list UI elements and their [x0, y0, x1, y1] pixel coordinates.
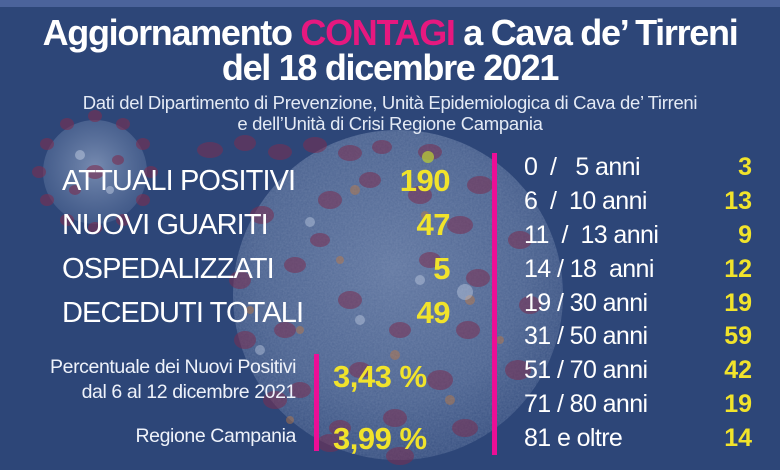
- subtitle-line-2: e dell’Unità di Crisi Regione Campania: [237, 113, 543, 134]
- title-prefix: Aggiornamento: [42, 12, 301, 53]
- age-label: 81 e oltre: [524, 423, 623, 452]
- age-value: 12: [724, 254, 752, 283]
- age-label: 11 / 13 anni: [524, 220, 659, 249]
- subtitle: Dati del Dipartimento di Prevenzione, Un…: [0, 92, 780, 134]
- age-row: 0 / 5 anni 3: [524, 151, 752, 185]
- stat-label: DECEDUTI TOTALI: [62, 296, 304, 329]
- age-row: 31 / 50 anni 59: [524, 320, 752, 354]
- stat-row: OSPEDALIZZATI 5: [62, 247, 450, 291]
- vertical-divider: [492, 153, 497, 455]
- subtitle-line-1: Dati del Dipartimento di Prevenzione, Un…: [82, 92, 698, 113]
- age-row: 71 / 80 anni 19: [524, 388, 752, 422]
- age-row: 51 / 70 anni 42: [524, 354, 752, 388]
- percentage-value-new-positives: 3,43 %: [333, 359, 427, 394]
- percentage-accent-bar: [314, 354, 319, 451]
- age-value: 14: [724, 423, 752, 452]
- age-value: 59: [724, 322, 752, 351]
- percentage-label-line-1: Percentuale dei Nuovi Positivi: [50, 356, 296, 378]
- percentage-label-region: Regione Campania: [135, 425, 296, 447]
- summary-stats-list: ATTUALI POSITIVI 190 NUOVI GUARITI 47 OSPEDA…: [62, 159, 451, 335]
- stat-label: OSPEDALIZZATI: [62, 252, 275, 285]
- age-label: 19 / 30 anni: [524, 288, 648, 317]
- age-value: 19: [724, 288, 752, 317]
- age-value: 13: [724, 187, 752, 216]
- title-line-1: Aggiornamento CONTAGI a Cava de’ Tirreni: [0, 12, 780, 53]
- age-label: 6 / 10 anni: [524, 187, 647, 216]
- age-row: 81 e oltre 14: [524, 421, 752, 455]
- age-label: 51 / 70 anni: [524, 356, 648, 385]
- stat-label: NUOVI GUARITI: [62, 208, 269, 241]
- age-row: 11 / 13 anni 9: [524, 219, 752, 253]
- stat-row: NUOVI GUARITI 47: [62, 203, 451, 247]
- age-value: 9: [738, 220, 752, 249]
- stat-value: 49: [416, 295, 451, 330]
- age-row: 14 / 18 anni 12: [524, 252, 752, 286]
- age-breakdown-list: 0 / 5 anni 3 6 / 10 anni 13 11 / 13 anni 9 14 …: [524, 151, 752, 455]
- percentage-label-new-positives: Percentuale dei Nuovi Positivi dal 6 al …: [38, 355, 296, 405]
- title-highlight: CONTAGI: [300, 12, 456, 53]
- page-title: Aggiornamento CONTAGI a Cava de’ Tirreni…: [0, 12, 780, 88]
- percentage-label-line-2: dal 6 al 12 dicembre 2021: [81, 381, 297, 403]
- age-label: 14 / 18 anni: [524, 254, 654, 283]
- stat-value: 47: [416, 207, 451, 242]
- age-value: 42: [724, 356, 752, 385]
- age-row: 19 / 30 anni 19: [524, 286, 752, 320]
- title-line-2: del 18 dicembre 2021: [221, 47, 560, 88]
- top-strip: [0, 0, 780, 7]
- stat-row: DECEDUTI TOTALI 49: [62, 291, 451, 335]
- age-row: 6 / 10 anni 13: [524, 185, 752, 219]
- age-value: 19: [724, 389, 752, 418]
- stat-value: 5: [433, 251, 450, 286]
- stat-value: 190: [399, 163, 451, 198]
- stat-row: ATTUALI POSITIVI 190: [62, 159, 451, 203]
- age-value: 3: [738, 153, 752, 182]
- stat-label: ATTUALI POSITIVI: [62, 164, 296, 197]
- age-label: 0 / 5 anni: [524, 153, 641, 182]
- age-label: 71 / 80 anni: [524, 389, 648, 418]
- percentage-value-region: 3,99 %: [333, 421, 427, 456]
- title-suffix: a Cava de’ Tirreni: [454, 12, 738, 53]
- age-label: 31 / 50 anni: [524, 322, 648, 351]
